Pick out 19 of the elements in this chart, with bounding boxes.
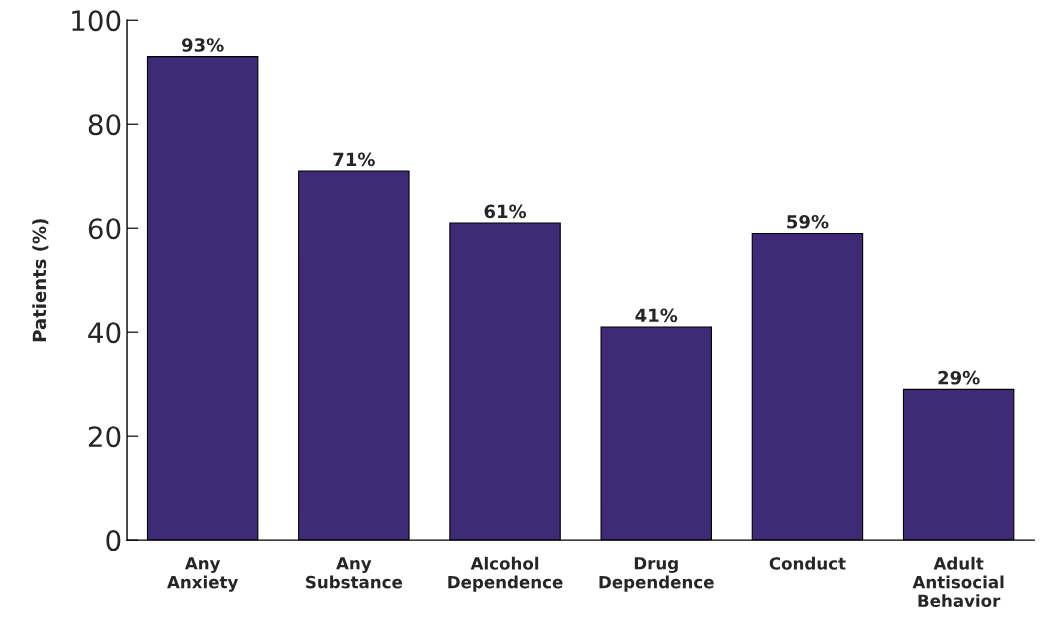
data-label: 29% (938, 370, 980, 385)
data-label: 59% (787, 214, 829, 229)
data-label: 93% (181, 38, 224, 52)
y-tick-label: 20 (88, 426, 121, 448)
y-tick-label: 40 (88, 322, 121, 344)
x-tick-label: Adult Antisocial Behavior (912, 556, 1004, 608)
x-tick-label: Any Substance (306, 557, 403, 589)
x-tick-label: Alcohol Dependence (448, 556, 563, 592)
x-tick-label: Any Anxiety (167, 557, 239, 592)
y-axis-title: Patients (%) (32, 219, 49, 342)
x-tick-label: Drug Dependence (599, 557, 714, 592)
y-tick-label: 0 (106, 530, 121, 552)
y-tick-label: 60 (88, 218, 121, 240)
data-label: 71% (333, 152, 375, 167)
x-tick-label: Conduct (769, 556, 846, 570)
data-label: 61% (484, 204, 527, 219)
y-tick-label: 80 (88, 114, 121, 136)
data-label: 41% (635, 308, 678, 323)
y-tick-label: 100 (72, 10, 121, 32)
